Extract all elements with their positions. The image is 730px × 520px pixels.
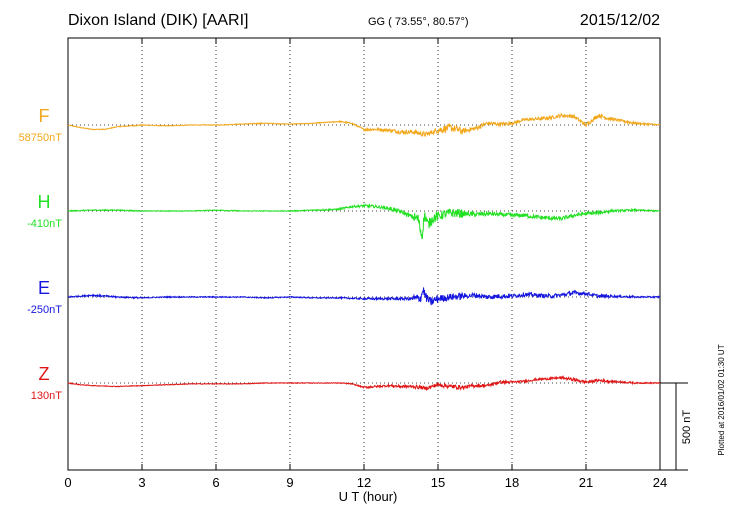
channel-traces (67, 112, 661, 392)
x-tick-label: 9 (286, 475, 293, 490)
x-axis-label: U T (hour) (339, 489, 398, 504)
x-tick-label: 18 (505, 475, 519, 490)
vertical-grid (141, 38, 587, 470)
plot-date: 2015/12/02 (580, 12, 660, 29)
channel-name-z: Z (39, 364, 50, 384)
trace-h (67, 202, 661, 240)
x-axis-ticks: 0 3 6 9 12 15 18 21 24 (64, 38, 667, 490)
x-tick-label: 0 (64, 475, 71, 490)
x-tick-label: 6 (212, 475, 219, 490)
x-tick-label: 15 (431, 475, 445, 490)
station-title: Dixon Island (DIK) [AARI] (68, 12, 249, 29)
channel-offset-h: -410nT (27, 218, 62, 230)
x-tick-label: 12 (357, 475, 371, 490)
trace-e (67, 287, 661, 306)
channel-offset-f: 58750nT (19, 132, 63, 144)
channel-name-f: F (39, 106, 50, 126)
channel-baselines (68, 124, 660, 384)
channel-name-e: E (38, 278, 50, 298)
plotted-at-timestamp: Plotted at 2016/01/02 01:30 UT (717, 344, 726, 455)
x-tick-label: 24 (653, 475, 667, 490)
x-tick-label: 21 (579, 475, 593, 490)
trace-z (67, 375, 660, 392)
x-tick-label: 3 (138, 475, 145, 490)
channel-name-h: H (38, 192, 51, 212)
channel-labels: F 58750nT H -410nT E -250nT Z 130nT (19, 106, 63, 402)
scale-bar-label: 500 nT (681, 410, 693, 445)
trace-f (67, 112, 661, 138)
channel-offset-e: -250nT (27, 304, 62, 316)
station-coordinates: GG ( 73.55°, 80.57°) (368, 16, 469, 28)
scale-bar: 500 nT (660, 382, 693, 471)
channel-offset-z: 130nT (31, 390, 62, 402)
